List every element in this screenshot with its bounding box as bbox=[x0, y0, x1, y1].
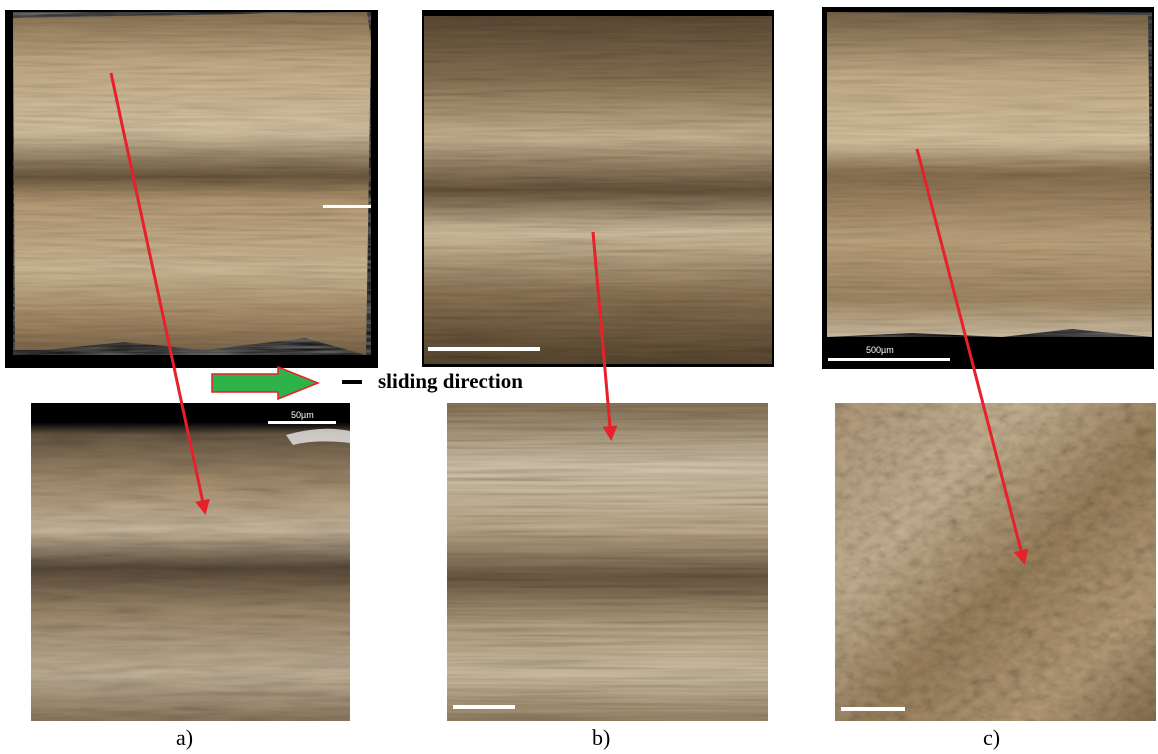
sliding-direction-label: sliding direction bbox=[378, 369, 523, 393]
bottom-micrograph-c bbox=[835, 403, 1156, 721]
top-micrograph-a bbox=[5, 10, 378, 368]
top-micrograph-c: 500µm bbox=[822, 7, 1154, 369]
bottom-micrograph-b bbox=[447, 403, 768, 721]
scale-bar-label: 500µm bbox=[866, 345, 894, 355]
scale-bar bbox=[453, 705, 515, 709]
bottom-micrograph-a: 50µm bbox=[31, 403, 350, 721]
scale-bar bbox=[828, 358, 950, 361]
scale-bar-label: 50µm bbox=[291, 410, 314, 420]
top-micrograph-b bbox=[422, 10, 774, 367]
caption-a: a) bbox=[176, 725, 194, 750]
scale-bar bbox=[428, 347, 540, 351]
scale-bar bbox=[323, 205, 371, 208]
caption-b: b) bbox=[592, 725, 611, 750]
sliding-direction-arrow-icon bbox=[211, 365, 321, 401]
legend-dash bbox=[342, 380, 362, 384]
caption-c: c) bbox=[983, 725, 1001, 750]
scale-bar bbox=[841, 707, 905, 711]
